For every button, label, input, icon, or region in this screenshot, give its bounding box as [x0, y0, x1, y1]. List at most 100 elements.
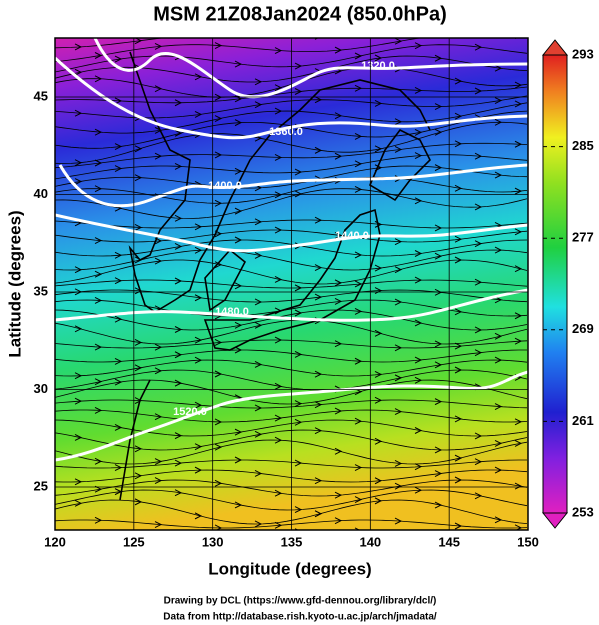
- flow-arrow: [314, 146, 323, 154]
- flow-arrow: [74, 68, 83, 76]
- flow-arrow: [354, 417, 363, 425]
- x-tick-label: 125: [123, 534, 145, 549]
- flow-arrow: [354, 357, 363, 365]
- flow-arrow: [434, 128, 443, 136]
- flow-arrow: [494, 332, 503, 340]
- flow-arrow: [134, 472, 143, 480]
- flow-arrow: [434, 501, 443, 509]
- flow-arrow: [255, 31, 261, 37]
- flow-arrow: [414, 42, 423, 50]
- flow-arrow: [234, 167, 243, 175]
- flow-arrow: [514, 418, 523, 426]
- flow-arrow: [74, 478, 83, 486]
- flow-arrow: [274, 336, 283, 344]
- flow-arrow: [334, 231, 343, 239]
- flow-arrow: [294, 190, 303, 198]
- flow-arrow: [414, 463, 423, 471]
- flow-arrow: [114, 251, 123, 259]
- flow-arrow: [354, 527, 361, 530]
- flow-arrow: [394, 118, 403, 126]
- y-axis-label: Latitude (degrees): [5, 210, 24, 357]
- flow-arrow: [354, 251, 363, 259]
- flow-arrow: [514, 439, 523, 447]
- flow-arrow: [74, 159, 83, 167]
- flow-arrow: [414, 197, 423, 205]
- flow-arrow: [194, 246, 203, 254]
- flow-arrow: [474, 458, 483, 466]
- flow-arrow: [494, 246, 503, 254]
- flow-arrow: [374, 396, 383, 404]
- flow-arrow: [174, 277, 183, 285]
- flow-arrow: [115, 533, 121, 539]
- flow-arrow: [154, 413, 163, 421]
- flow-arrow: [214, 370, 223, 378]
- flow-arrow: [74, 372, 83, 380]
- flow-arrow: [494, 64, 503, 72]
- flow-arrow: [294, 400, 303, 408]
- flow-arrow: [175, 539, 181, 545]
- flow-arrow: [154, 367, 163, 375]
- flow-arrow: [294, 350, 303, 358]
- flow-arrow: [234, 282, 243, 290]
- flow-arrow: [74, 178, 83, 185]
- flow-arrow: [174, 129, 183, 137]
- contour-label: 1480.0: [215, 306, 249, 318]
- flow-arrow: [514, 228, 523, 236]
- x-tick-label: 145: [438, 534, 460, 549]
- flow-arrow: [354, 160, 363, 168]
- flow-arrow: [374, 329, 383, 337]
- flow-arrow: [254, 298, 263, 306]
- flow-arrow: [214, 115, 223, 122]
- flow-arrow: [474, 240, 483, 248]
- flow-arrow: [254, 430, 263, 438]
- flow-arrow: [314, 427, 323, 435]
- flow-arrow: [374, 145, 383, 153]
- flow-arrow: [334, 491, 343, 499]
- flow-arrow: [414, 152, 423, 160]
- flow-arrow: [254, 470, 263, 477]
- flow-arrow: [154, 521, 163, 529]
- flow-arrow: [434, 361, 443, 369]
- flow-arrow: [314, 370, 323, 378]
- flow-arrow: [254, 101, 263, 109]
- flow-arrow: [475, 539, 481, 545]
- y-tick-label: 30: [34, 381, 48, 396]
- flow-arrow: [414, 319, 423, 327]
- flow-arrow: [154, 477, 163, 485]
- flow-arrow: [494, 516, 503, 524]
- colorbar-min-arrow: [541, 512, 569, 529]
- flow-arrow: [134, 498, 143, 506]
- flow-arrow: [494, 403, 503, 411]
- flow-arrow: [414, 427, 423, 434]
- flow-arrow: [474, 278, 483, 286]
- flow-arrow: [434, 224, 443, 232]
- flow-arrow: [314, 96, 323, 104]
- flow-arrow: [274, 107, 283, 115]
- flow-arrow: [94, 457, 103, 465]
- flow-arrow: [294, 284, 303, 292]
- flow-arrow: [394, 517, 403, 525]
- flow-arrow: [214, 151, 223, 159]
- flow-arrow: [274, 489, 283, 497]
- flow-arrow: [414, 276, 423, 284]
- flow-arrow: [454, 476, 463, 484]
- contour-label: 1360.0: [269, 126, 303, 138]
- flow-arrow: [114, 165, 123, 172]
- flow-arrow: [494, 97, 503, 104]
- flow-arrow: [195, 31, 201, 37]
- flow-arrow: [114, 464, 123, 472]
- flow-arrow: [434, 54, 443, 62]
- flow-arrow: [314, 401, 323, 409]
- flow-arrow: [74, 109, 83, 117]
- flow-arrow: [454, 184, 463, 192]
- flow-arrow: [194, 466, 203, 474]
- flow-arrow: [174, 326, 183, 333]
- flow-arrow: [354, 185, 363, 193]
- flow-arrow: [94, 406, 103, 414]
- flow-arrow: [294, 309, 303, 317]
- flow-arrow: [74, 434, 83, 441]
- flow-arrow: [474, 349, 483, 357]
- flow-arrow: [334, 152, 343, 160]
- flow-arrow: [294, 459, 303, 467]
